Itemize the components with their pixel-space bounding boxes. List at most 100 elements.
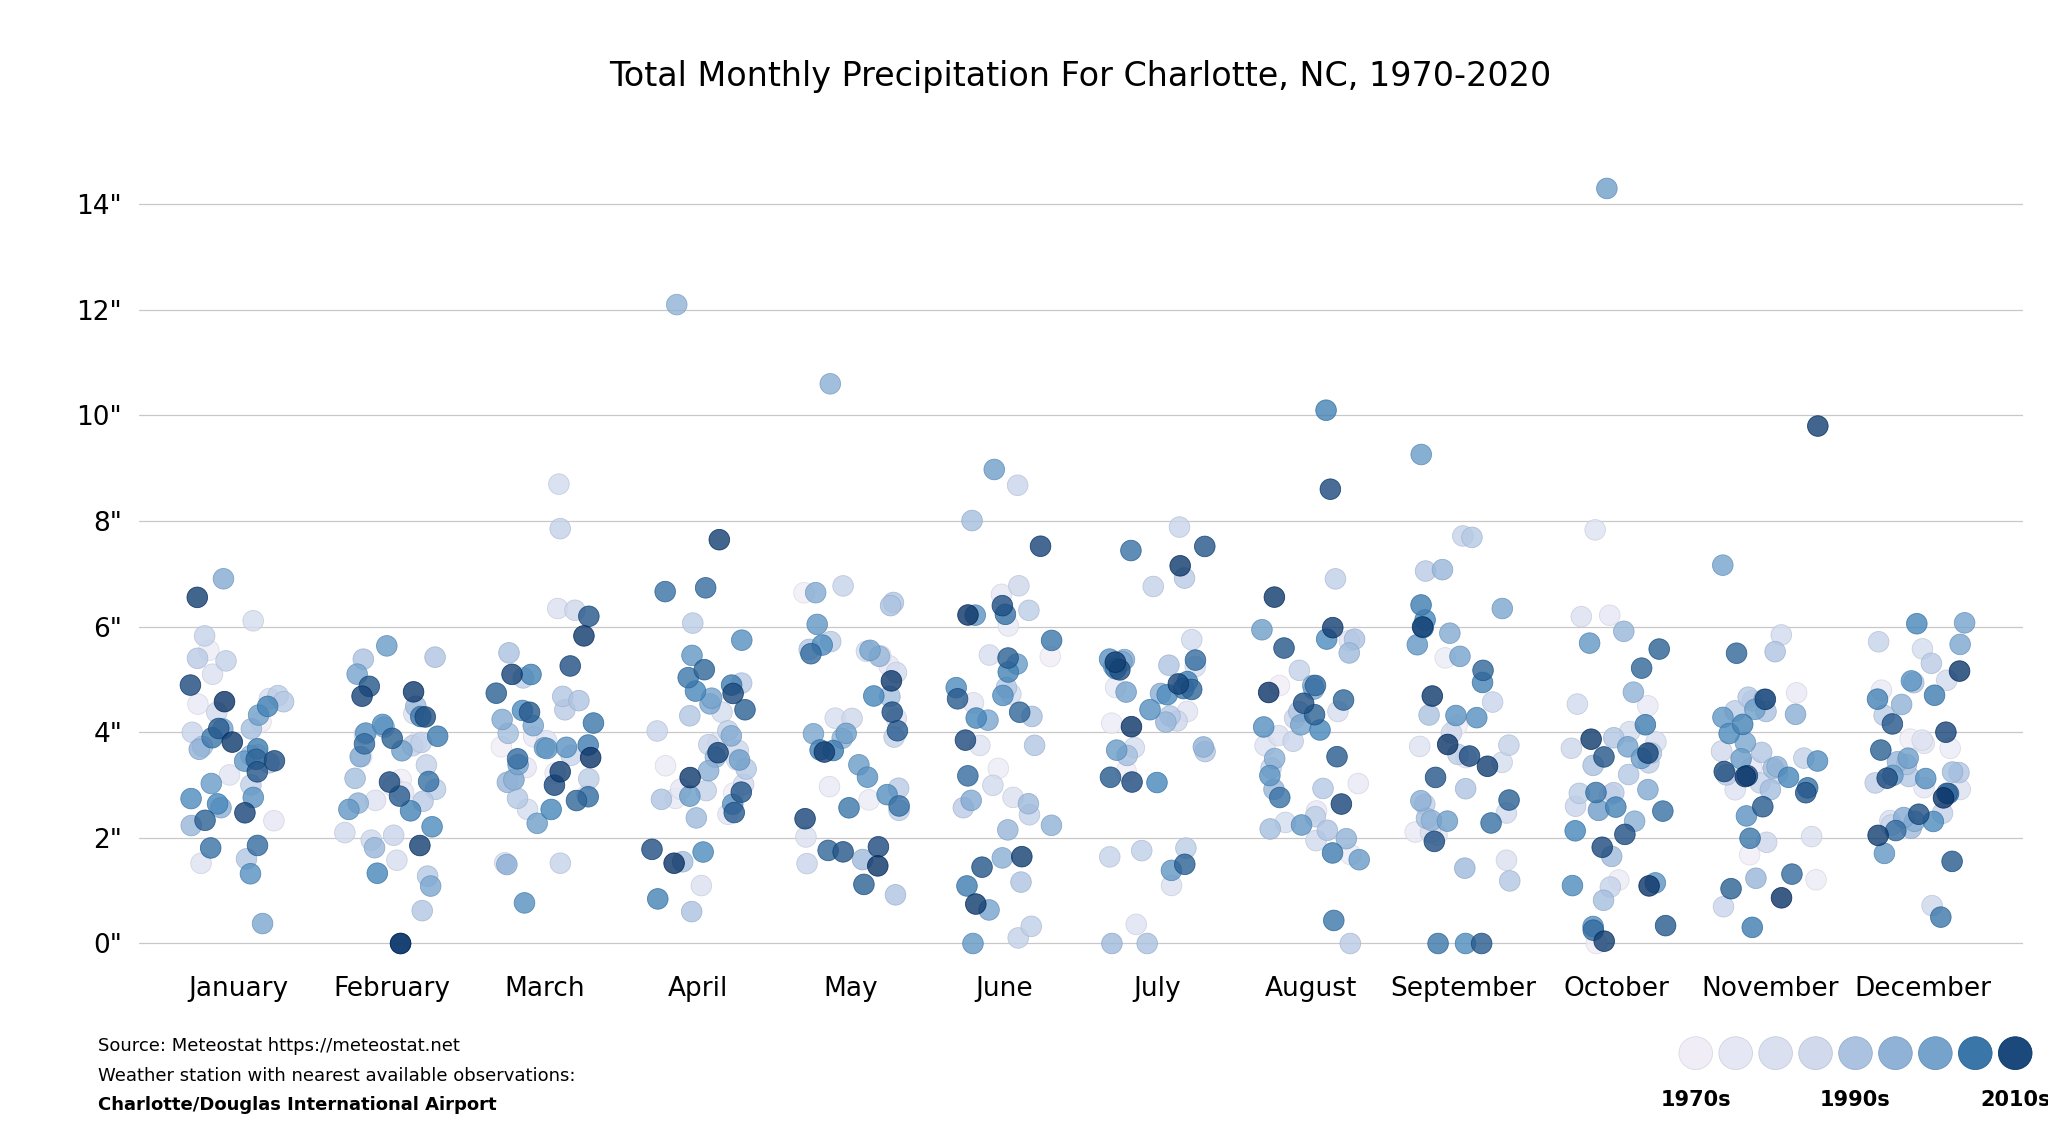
- Point: [1100, 660, 1133, 678]
- Point: [1931, 784, 1964, 802]
- Point: [188, 811, 221, 829]
- Point: [573, 748, 606, 766]
- Point: [1751, 833, 1784, 851]
- Point: [1405, 596, 1438, 614]
- Point: [1585, 838, 1618, 857]
- Point: [1180, 658, 1212, 676]
- Point: [403, 836, 436, 854]
- Point: [545, 520, 578, 538]
- Point: [410, 756, 442, 774]
- Point: [252, 697, 285, 715]
- Point: [1579, 935, 1612, 953]
- Point: [1255, 759, 1288, 777]
- Point: [238, 611, 270, 629]
- Point: [530, 731, 563, 749]
- Point: [1110, 747, 1143, 765]
- Point: [989, 606, 1022, 624]
- Point: [799, 583, 831, 601]
- Point: [358, 791, 391, 809]
- Point: [1321, 703, 1354, 721]
- Point: [393, 802, 426, 820]
- Point: [406, 902, 438, 920]
- Point: [877, 703, 909, 721]
- Point: [180, 650, 213, 668]
- Point: [1726, 715, 1759, 733]
- Point: [1262, 727, 1294, 745]
- Point: [817, 741, 850, 759]
- Point: [1432, 812, 1464, 831]
- Point: [692, 736, 725, 754]
- Point: [397, 705, 430, 723]
- Point: [1311, 631, 1343, 649]
- Point: [676, 614, 709, 632]
- Point: [1399, 823, 1432, 841]
- Point: [571, 736, 604, 754]
- Point: [635, 841, 668, 859]
- Point: [387, 783, 420, 801]
- Point: [1790, 784, 1823, 802]
- Point: [1860, 774, 1892, 792]
- Point: [492, 773, 524, 791]
- Point: [1708, 897, 1741, 915]
- Point: [1772, 768, 1804, 786]
- Point: [242, 746, 274, 764]
- Point: [862, 837, 895, 855]
- Point: [1870, 770, 1903, 788]
- Point: [1876, 766, 1909, 784]
- Point: [1434, 624, 1466, 642]
- Point: [1296, 680, 1329, 698]
- Point: [1892, 749, 1925, 767]
- Point: [338, 770, 371, 788]
- Point: [227, 753, 260, 771]
- Point: [1270, 814, 1303, 832]
- Point: [1575, 730, 1608, 748]
- Point: [1151, 686, 1184, 704]
- Point: [1108, 651, 1141, 669]
- Point: [193, 642, 225, 660]
- Point: [1894, 819, 1927, 837]
- Point: [1034, 632, 1067, 650]
- Point: [803, 741, 836, 759]
- Point: [1268, 638, 1300, 657]
- Point: [399, 697, 432, 715]
- Point: [850, 642, 883, 660]
- Point: [956, 694, 989, 712]
- Point: [985, 849, 1018, 867]
- Point: [1135, 701, 1167, 719]
- Point: [842, 756, 874, 774]
- Point: [715, 676, 748, 694]
- Point: [977, 460, 1010, 478]
- Point: [879, 886, 911, 904]
- Point: [1493, 736, 1526, 754]
- Point: [573, 607, 606, 625]
- Point: [205, 799, 238, 817]
- Point: [350, 724, 383, 742]
- Point: [815, 633, 848, 651]
- Point: [1638, 873, 1671, 892]
- Point: [1612, 738, 1645, 756]
- Point: [354, 831, 387, 849]
- Point: [641, 722, 674, 740]
- Point: [1706, 556, 1739, 574]
- Point: [862, 647, 895, 666]
- Point: [1712, 724, 1745, 742]
- Point: [1311, 822, 1343, 840]
- Point: [874, 597, 907, 615]
- Point: [1612, 765, 1645, 783]
- Point: [680, 809, 713, 827]
- Point: [545, 763, 578, 781]
- Point: [406, 733, 438, 751]
- Point: [797, 724, 829, 742]
- Point: [1909, 734, 1942, 753]
- Point: [377, 826, 410, 844]
- Point: [690, 579, 723, 597]
- Point: [1907, 779, 1939, 797]
- Point: [1167, 855, 1200, 873]
- Point: [1894, 730, 1927, 748]
- Point: [1632, 744, 1665, 762]
- Point: [1647, 802, 1679, 820]
- Point: [1100, 653, 1133, 671]
- Point: [827, 843, 860, 861]
- Point: [1024, 537, 1057, 555]
- Point: [700, 733, 733, 751]
